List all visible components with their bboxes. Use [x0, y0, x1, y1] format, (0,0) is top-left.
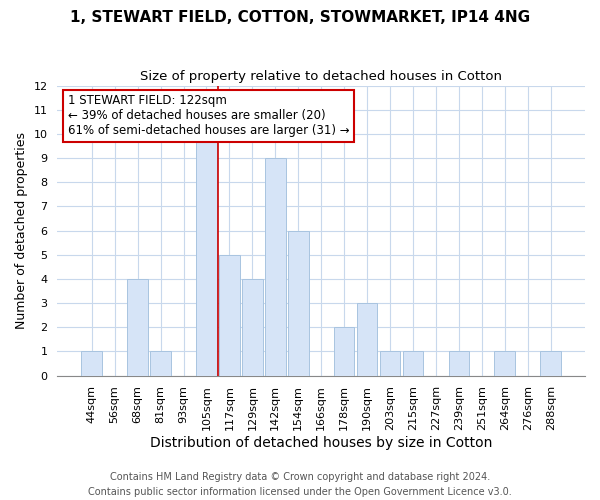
X-axis label: Distribution of detached houses by size in Cotton: Distribution of detached houses by size … — [150, 436, 493, 450]
Bar — [219, 254, 240, 376]
Bar — [242, 279, 263, 376]
Bar — [196, 134, 217, 376]
Bar — [380, 352, 400, 376]
Bar — [334, 328, 355, 376]
Bar — [288, 230, 308, 376]
Title: Size of property relative to detached houses in Cotton: Size of property relative to detached ho… — [140, 70, 502, 83]
Text: Contains HM Land Registry data © Crown copyright and database right 2024.
Contai: Contains HM Land Registry data © Crown c… — [88, 472, 512, 497]
Bar — [357, 303, 377, 376]
Text: 1, STEWART FIELD, COTTON, STOWMARKET, IP14 4NG: 1, STEWART FIELD, COTTON, STOWMARKET, IP… — [70, 10, 530, 25]
Bar — [150, 352, 171, 376]
Bar — [127, 279, 148, 376]
Bar — [403, 352, 424, 376]
Bar — [265, 158, 286, 376]
Bar — [494, 352, 515, 376]
Text: 1 STEWART FIELD: 122sqm
← 39% of detached houses are smaller (20)
61% of semi-de: 1 STEWART FIELD: 122sqm ← 39% of detache… — [68, 94, 350, 138]
Y-axis label: Number of detached properties: Number of detached properties — [15, 132, 28, 329]
Bar — [541, 352, 561, 376]
Bar — [82, 352, 102, 376]
Bar — [449, 352, 469, 376]
